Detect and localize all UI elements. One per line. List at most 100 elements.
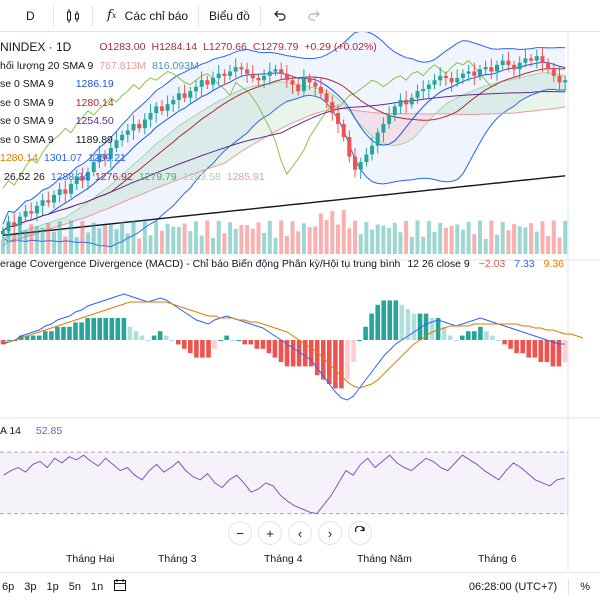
range-1p[interactable]: 1p (46, 580, 59, 593)
volume-bar (517, 226, 522, 254)
candle-body (506, 60, 511, 65)
rsi-legend: A 14 52.85 (0, 425, 62, 437)
volume-bar (57, 221, 62, 254)
legend-sma-row-1: se 0 SMA 9 1286.19 (0, 75, 377, 94)
volume-bar (540, 221, 545, 254)
macd-hist-value: −2.03 (478, 258, 506, 270)
range-3p[interactable]: 3p (24, 580, 37, 593)
macd-histogram-bar (399, 304, 405, 340)
macd-histogram-bar (254, 340, 260, 349)
candle-body (40, 200, 45, 206)
macd-histogram-bar (478, 326, 483, 340)
macd-histogram-bar (484, 331, 489, 340)
macd-line (2, 293, 565, 401)
macd-histogram-bar (538, 340, 544, 362)
macd-histogram-bar (460, 335, 465, 340)
macd-histogram-bar (115, 318, 121, 340)
volume-bar (125, 233, 130, 254)
volume-bar (279, 220, 284, 254)
chart-canvas[interactable] (0, 32, 600, 570)
redo-button[interactable] (297, 0, 331, 32)
ichimoku-cloud-segment (150, 143, 157, 191)
macd-title[interactable]: erage Covergence Divergence (MACD) - Chỉ… (0, 258, 401, 270)
volume-bar (233, 228, 238, 254)
volume-bar (23, 230, 28, 254)
macd-signal-line (3, 301, 584, 389)
macd-histogram-bar (387, 300, 392, 340)
bb-upper-value: 1301.07 (43, 152, 82, 164)
redo-icon (305, 7, 323, 25)
volume-value-1: 767.813M (99, 59, 147, 72)
volume-bar (330, 211, 335, 254)
candle-body (398, 99, 403, 107)
minus-icon: − (236, 525, 244, 541)
time-axis[interactable]: Tháng Hai Tháng 3 Tháng 4 Tháng Năm Thán… (0, 548, 600, 570)
volume-bar (29, 224, 34, 254)
candle-body (296, 84, 301, 92)
macd-histogram-bar (327, 340, 332, 384)
range-1n[interactable]: 1n (91, 580, 104, 593)
scroll-left-button[interactable]: ‹ (288, 521, 312, 545)
macd-histogram-bar (562, 340, 568, 362)
macd-histogram-bar (284, 340, 290, 367)
volume-bar (182, 223, 187, 254)
bb-lower-value: 1259.21 (87, 152, 126, 164)
macd-histogram-bar (550, 340, 556, 367)
date-range-button[interactable] (108, 578, 132, 595)
volume-bar (353, 220, 357, 254)
ichimoku-cloud-segment (173, 125, 179, 182)
ichimoku-cloud-segment (65, 213, 71, 225)
clock-time[interactable]: 06:28:00 (UTC+7) (468, 581, 558, 593)
volume-bar (483, 239, 488, 254)
reset-chart-button[interactable] (348, 521, 372, 545)
ichimoku-cloud-segment (82, 202, 89, 219)
chevron-right-icon: › (327, 525, 333, 541)
range-6p[interactable]: 6p (2, 580, 15, 593)
candle-body (108, 147, 113, 159)
ichimoku-cloud-segment (190, 114, 196, 176)
candle-body (307, 78, 312, 83)
volume-bar (171, 226, 176, 254)
candle-body (279, 69, 284, 74)
macd-histogram-bar (182, 340, 187, 349)
sma-line-purple (2, 90, 566, 232)
chart-menu-button[interactable]: Biểu đồ (201, 0, 258, 32)
zoom-controls: − + ‹ › (228, 521, 372, 545)
percent-toggle[interactable]: % (580, 581, 590, 593)
toolbar-divider (198, 5, 200, 26)
volume-bar (137, 238, 142, 254)
rsi-title[interactable]: A 14 (0, 425, 22, 437)
interval-button[interactable]: D (0, 0, 51, 32)
volume-bar (17, 221, 22, 254)
rsi-value: 52.85 (35, 425, 63, 437)
macd-legend: erage Covergence Divergence (MACD) - Chỉ… (0, 258, 564, 270)
ichimoku-cloud-segment (514, 77, 520, 114)
time-label: Tháng Hai (66, 553, 115, 565)
candle-body (375, 132, 380, 146)
candle-body (364, 154, 369, 163)
volume-bar (165, 223, 170, 254)
volume-bar (228, 222, 233, 254)
zoom-out-button[interactable]: − (228, 521, 252, 545)
candle-body (347, 137, 352, 157)
range-5n[interactable]: 5n (68, 580, 81, 593)
time-label: Tháng 6 (478, 553, 517, 565)
volume-bar (421, 236, 426, 254)
symbol-label[interactable]: NINDEX · 1D (0, 40, 72, 54)
scroll-right-button[interactable]: › (318, 521, 342, 545)
volume-bar (404, 221, 409, 254)
volume-bar (375, 224, 380, 254)
candle-body (460, 73, 465, 79)
undo-button[interactable] (263, 0, 297, 32)
volume-bar (154, 221, 159, 254)
candle-body (171, 99, 176, 105)
macd-histogram-bar (526, 340, 531, 358)
zoom-in-button[interactable]: + (258, 521, 282, 545)
ichimoku-cloud-segment (269, 82, 276, 135)
candle-body (69, 183, 73, 194)
chart-style-button[interactable] (56, 0, 90, 32)
candle-body (353, 156, 357, 170)
macd-histogram-bar (314, 340, 320, 376)
chart-area[interactable] (0, 32, 600, 570)
